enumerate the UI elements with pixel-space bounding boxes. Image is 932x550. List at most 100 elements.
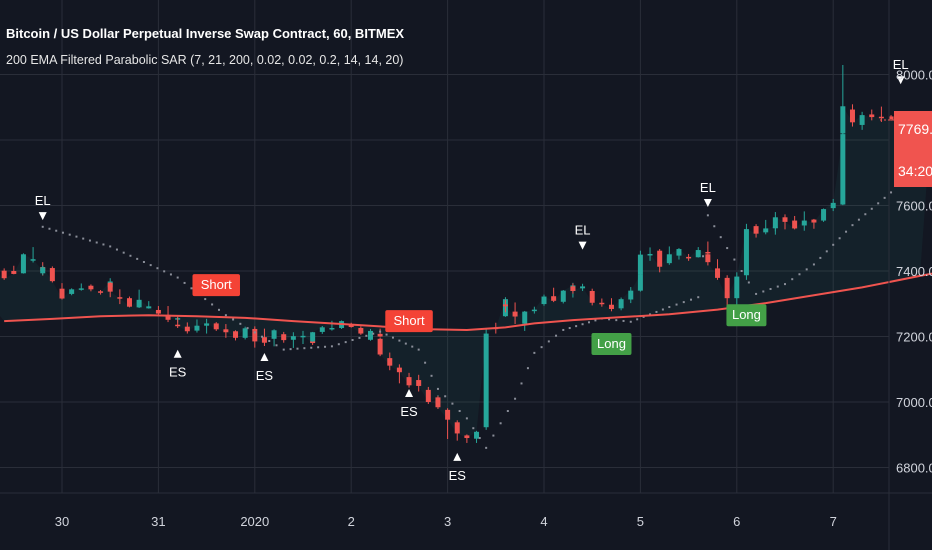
candle-body <box>377 338 383 355</box>
signal-es-label: ES <box>400 404 418 419</box>
sar-dot <box>68 233 71 236</box>
sar-dot <box>740 270 743 272</box>
sar-dot <box>183 281 186 284</box>
candle-body <box>859 115 865 125</box>
sar-dot <box>661 308 664 311</box>
sar-dot <box>726 247 729 250</box>
candle-body <box>869 114 875 118</box>
sar-dot <box>733 258 736 261</box>
candle-body <box>589 290 595 303</box>
sar-dot <box>690 298 693 301</box>
sar-dot <box>622 319 625 322</box>
candle-body <box>233 331 239 338</box>
time-tick-label: 7 <box>830 514 837 529</box>
candle-body <box>705 254 711 263</box>
sar-dot <box>404 342 407 345</box>
sar-dot <box>668 306 671 309</box>
sar-dot <box>268 340 271 343</box>
candle-body <box>329 327 335 330</box>
candle-body <box>59 288 65 299</box>
sar-dot <box>337 343 340 346</box>
sar-dot <box>629 320 632 323</box>
sar-dot <box>870 207 873 210</box>
sar-dot <box>719 236 722 239</box>
price-tick-label: 7600.0 <box>896 199 932 214</box>
candle-body <box>599 302 605 305</box>
sar-dot <box>253 331 256 334</box>
candle-body <box>695 250 701 258</box>
sar-dot <box>411 345 414 348</box>
sar-dot <box>845 230 848 233</box>
price-tick-label: 7000.0 <box>896 395 932 410</box>
candle-body <box>11 271 17 274</box>
sar-dot <box>877 202 880 205</box>
candle-series <box>1 65 932 443</box>
candle-body <box>396 367 402 373</box>
arrow-up-icon <box>453 452 462 461</box>
sar-dot <box>246 327 249 330</box>
time-axis[interactable]: 30 31 2020 2 3 4 5 6 7 <box>55 514 837 529</box>
candle-body <box>724 277 730 299</box>
candle-body <box>40 267 46 274</box>
signal-badge <box>385 310 433 333</box>
sar-dot <box>713 225 716 228</box>
candle-body <box>146 306 152 309</box>
sar-dot <box>351 339 354 342</box>
candle-body <box>763 228 769 233</box>
sar-dot <box>762 290 765 293</box>
sar-dot <box>791 278 794 281</box>
candle-body <box>618 299 624 309</box>
sar-dot <box>115 248 118 251</box>
sar-dot <box>555 334 558 337</box>
candle-body <box>628 290 634 300</box>
candle-body <box>792 220 798 229</box>
candle-body <box>126 298 132 307</box>
sar-dot <box>48 227 51 230</box>
candle-body <box>782 217 788 222</box>
candle-body <box>483 333 489 428</box>
candle-body <box>811 219 817 223</box>
sar-dot <box>149 264 152 267</box>
signal-el-label: EL <box>575 223 591 238</box>
sar-dot <box>296 347 299 350</box>
signal-badge <box>591 333 632 356</box>
price-tick-label: 7200.0 <box>896 330 932 345</box>
candle-body <box>213 323 219 330</box>
last-price-tag: 7769.5 34:20 <box>880 111 932 187</box>
sar-dot <box>109 245 112 248</box>
sar-dot <box>458 410 461 413</box>
sar-dot <box>204 298 207 301</box>
sar-dot <box>61 231 64 234</box>
chart-grid <box>0 0 889 493</box>
candle-body <box>637 274 643 291</box>
sar-dot <box>526 367 529 370</box>
sar-dot <box>706 214 709 217</box>
sar-dot <box>755 292 758 295</box>
candle-body <box>830 202 836 209</box>
candle-body <box>551 296 557 301</box>
countdown-value: 34:20 <box>898 163 932 179</box>
candle-body <box>849 109 855 123</box>
candle-body <box>878 116 884 119</box>
sar-dot <box>568 327 571 330</box>
sar-dot <box>163 270 166 273</box>
candle-body <box>30 259 36 261</box>
sar-dot <box>136 257 139 260</box>
sar-dot <box>82 237 85 240</box>
candle-body <box>541 296 547 305</box>
candle-body <box>425 389 431 402</box>
candle-body <box>78 288 84 290</box>
candle-body <box>560 290 566 302</box>
sar-dot <box>417 348 420 351</box>
sar-dot <box>642 315 645 318</box>
candle-body <box>753 226 759 234</box>
candle-body <box>454 422 460 434</box>
candle-body <box>522 311 528 324</box>
sar-dot <box>594 319 597 322</box>
candle-body <box>1 270 7 279</box>
sar-dot <box>812 263 815 266</box>
time-tick-label: 2 <box>348 514 355 529</box>
indicator-legend[interactable]: 200 EMA Filtered Parabolic SAR (7, 21, 2… <box>6 53 404 67</box>
candle-body <box>888 116 894 120</box>
